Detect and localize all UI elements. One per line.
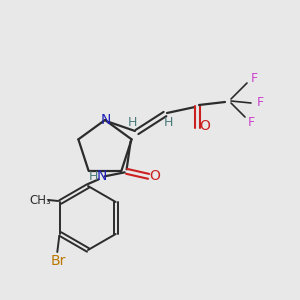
Text: H: H	[89, 170, 98, 183]
Text: F: F	[250, 71, 258, 85]
Text: O: O	[200, 119, 210, 133]
Text: H: H	[163, 116, 173, 130]
Text: F: F	[256, 97, 264, 110]
Text: O: O	[149, 169, 160, 183]
Text: H: H	[127, 116, 137, 130]
Text: Br: Br	[51, 254, 66, 268]
Text: F: F	[248, 116, 255, 130]
Text: N: N	[101, 113, 111, 127]
Text: CH₃: CH₃	[29, 194, 51, 206]
Text: N: N	[96, 169, 107, 183]
